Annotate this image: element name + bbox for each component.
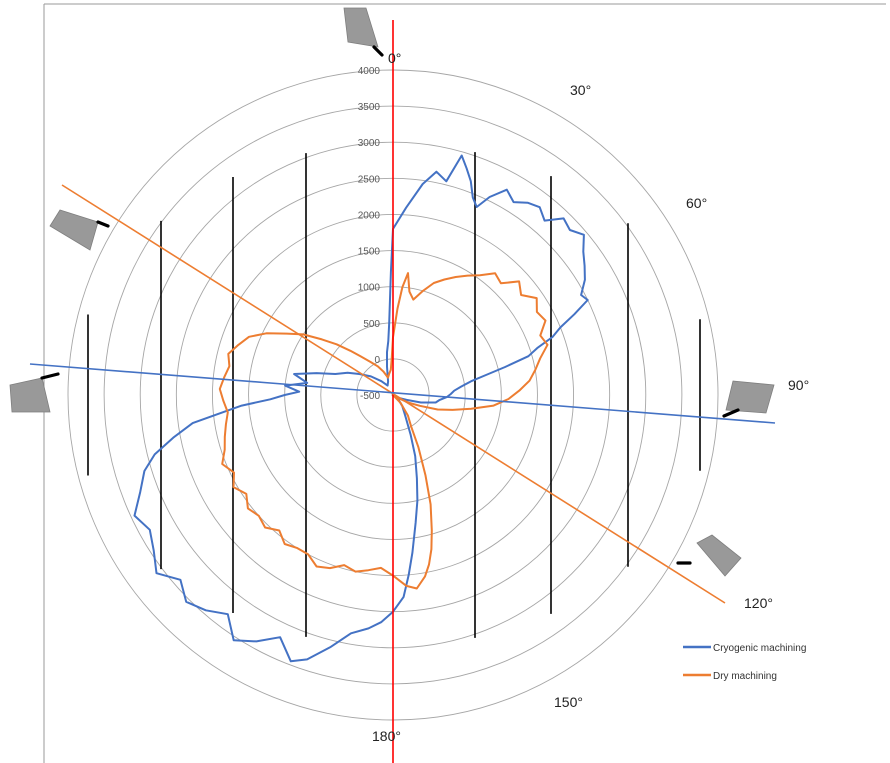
- tick-label-3000: 3000: [358, 138, 381, 149]
- angle-label-150: 150°: [554, 694, 583, 710]
- tick-label-500: 500: [363, 319, 380, 330]
- angle-label-30: 30°: [570, 82, 591, 98]
- tick-label-0: 0: [374, 355, 380, 366]
- legend-label-dry: Dry machining: [713, 671, 777, 682]
- tick-label-2500: 2500: [358, 174, 381, 185]
- tool-insert-0: [343, 7, 379, 48]
- tool-edge-3: [722, 408, 740, 418]
- legend-label-cryogenic: Cryogenic machining: [713, 643, 806, 654]
- series-line-dry: [218, 272, 549, 590]
- reference-line-dry: [61, 184, 726, 604]
- angle-label-90: 90°: [788, 377, 809, 393]
- tool-edge-2: [40, 372, 60, 380]
- vertical-bars: [87, 152, 701, 638]
- tick-label-minus-500: -500: [360, 391, 380, 402]
- angle-labels: 0° 30° 60° 90° 120° 150° 180°: [372, 50, 809, 744]
- tick-label-1000: 1000: [358, 283, 381, 294]
- tick-label-2000: 2000: [358, 210, 381, 221]
- radial-tick-labels: 4000 3500 3000 2500 2000 1500 1000 500 0…: [358, 66, 381, 402]
- series-group: [133, 154, 589, 663]
- tick-label-3500: 3500: [358, 102, 381, 113]
- tool-insert-1: [49, 209, 99, 251]
- plot-frame: [43, 3, 886, 763]
- tool-insert-3: [725, 380, 775, 414]
- reference-lines: [29, 20, 776, 763]
- tool-insert-2: [9, 377, 51, 413]
- tool-markers: [9, 7, 775, 577]
- tool-edge-0: [372, 45, 384, 57]
- angle-label-180: 180°: [372, 728, 401, 744]
- tick-label-1500: 1500: [358, 247, 381, 258]
- tool-edge-1: [96, 220, 110, 228]
- tool-insert-4: [696, 534, 742, 577]
- angle-label-120: 120°: [744, 595, 773, 611]
- series-line-cryogenic: [133, 154, 589, 663]
- angle-label-60: 60°: [686, 195, 707, 211]
- angle-label-0: 0°: [388, 50, 401, 66]
- reference-line-cryogenic: [29, 363, 776, 424]
- legend: Cryogenic machining Dry machining: [683, 643, 806, 682]
- tick-label-4000: 4000: [358, 66, 381, 77]
